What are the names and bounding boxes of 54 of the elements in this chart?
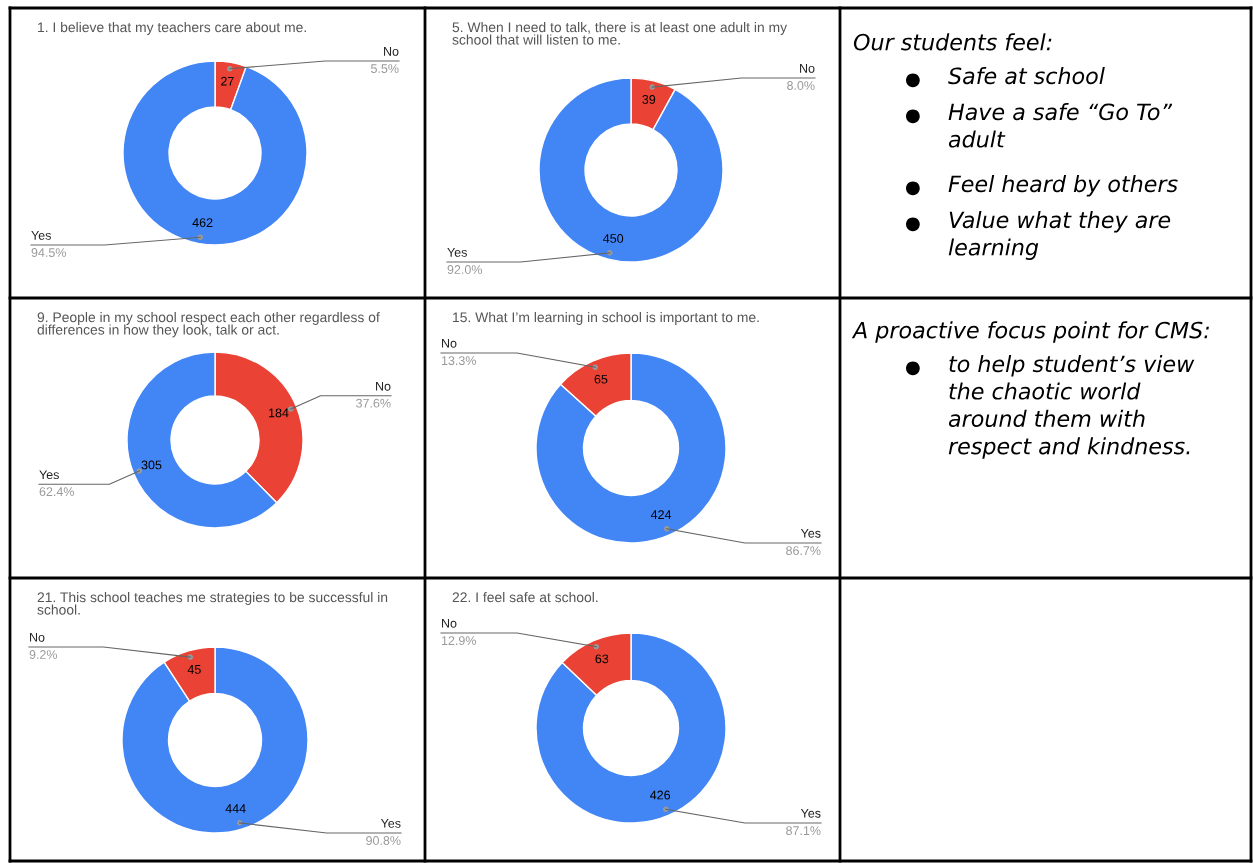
data-label: 27: [221, 76, 234, 86]
data-label: 444: [225, 804, 246, 813]
text: ● Feel heard by others: [905, 175, 1178, 197]
text: ● Safe at school: [905, 67, 1105, 88]
chart-title: 1. I believe that my teachers care about me.: [38, 22, 306, 35]
data-label: 45: [187, 665, 201, 674]
text: A proactive focus point for CMS:: [851, 321, 1209, 343]
text: 13.3%: [441, 356, 476, 366]
text: 12.9%: [441, 636, 476, 646]
slice-label: Yes: [800, 528, 821, 538]
data-label: 65: [594, 374, 608, 384]
text: 62.4%: [39, 487, 74, 497]
donut-slice: [121, 646, 309, 834]
donut-slice: [122, 60, 308, 246]
data-label: 426: [650, 790, 671, 800]
text: 87.1%: [786, 826, 821, 836]
text: 9.2%: [29, 650, 58, 659]
slice-label: No: [30, 633, 45, 642]
chart-title: 15. What I’m learning in school is important to me.: [453, 312, 759, 325]
data-label: 63: [595, 654, 609, 664]
slice-label: Yes: [800, 808, 821, 818]
data-label: 450: [603, 234, 624, 243]
text: ● Value what they are learning: [905, 211, 1171, 260]
text: 37.6%: [356, 398, 391, 408]
slice-label: Yes: [447, 248, 467, 257]
slice-label: No: [384, 47, 399, 56]
text: 86.7%: [786, 546, 821, 556]
text: 8.0%: [787, 81, 815, 90]
chart-title: 9. People in my school respect each other regardless of differences in how they look, talk or act.: [37, 312, 380, 338]
text: 94.5%: [31, 248, 66, 257]
data-label: 305: [141, 460, 162, 470]
slice-label: No: [800, 64, 815, 73]
donut-slice: [535, 352, 727, 544]
slice-label: No: [442, 338, 457, 348]
chart-title: 5. When I need to talk, there is at least one adult in my school that will listen to me.: [452, 22, 788, 45]
slice-label: No: [442, 618, 457, 628]
text: Our students feel:: [853, 33, 1052, 51]
data-label: 39: [642, 94, 656, 104]
slice-label: No: [376, 381, 391, 391]
chart-title: 22. I feel safe at school.: [452, 592, 598, 603]
data-label: 184: [269, 408, 289, 418]
slice-label: Yes: [39, 470, 59, 480]
text: 92.0%: [447, 265, 482, 274]
donut-slice: [535, 632, 727, 824]
text: ● to help student’s view the chaotic world around them with respect and kindness.: [905, 355, 1195, 459]
donut-slice: [538, 77, 724, 263]
text: 90.8%: [366, 836, 401, 845]
data-label: 462: [192, 218, 213, 228]
text: ● Have a safe “Go To” adult: [905, 103, 1173, 148]
slice-label: Yes: [31, 231, 51, 240]
text: 5.5%: [371, 64, 399, 73]
data-label: 424: [650, 510, 672, 519]
chart-title: 21. This school teaches me strategies to be successful in school.: [37, 592, 388, 615]
slice-label: Yes: [380, 819, 401, 828]
